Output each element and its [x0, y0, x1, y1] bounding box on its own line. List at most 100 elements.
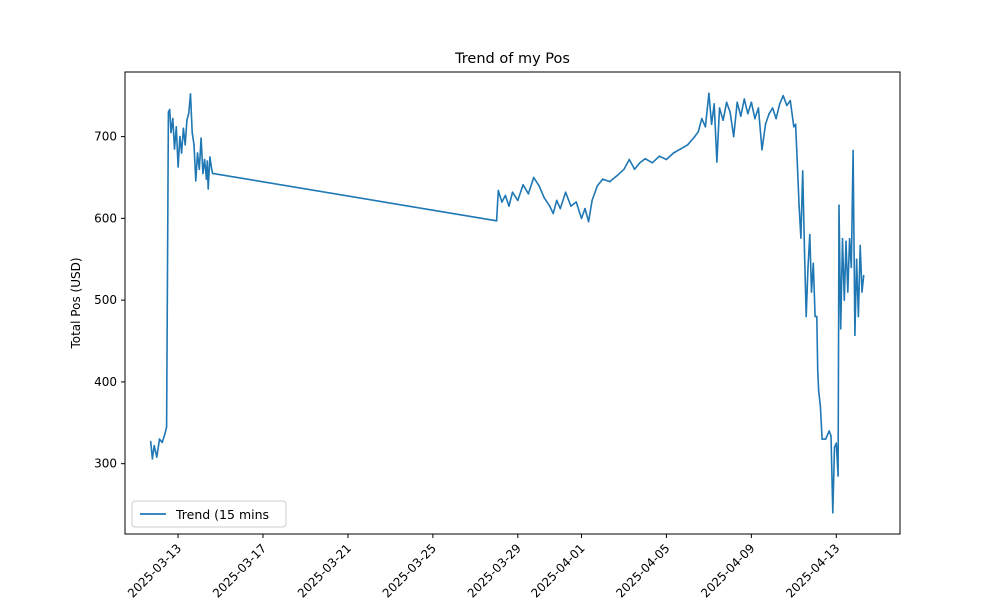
data-point: [149, 440, 152, 443]
data-point: [809, 233, 811, 236]
data-point: [156, 456, 158, 458]
data-point: [743, 98, 746, 100]
data-point: [830, 435, 832, 437]
data-point: [832, 511, 834, 514]
y-axis: 300 400 500 600 700: [94, 130, 125, 471]
data-point: [732, 135, 735, 138]
data-point: [173, 148, 176, 150]
data-point: [862, 274, 865, 277]
data-point: [570, 205, 572, 207]
data-point: [184, 144, 186, 146]
data-point: [854, 334, 856, 337]
data-point: [564, 191, 567, 193]
data-point: [195, 180, 197, 182]
data-point: [202, 172, 204, 175]
data-point: [584, 207, 586, 210]
plot-frame: [124, 71, 901, 535]
data-point: [628, 158, 631, 161]
data-point: [686, 144, 689, 146]
data-point: [543, 197, 546, 199]
data-point: [750, 101, 753, 104]
data-point: [591, 199, 593, 202]
data-point: [172, 117, 174, 120]
data-point: [838, 204, 840, 207]
data-point: [508, 205, 510, 207]
data-point: [718, 107, 721, 109]
data-point: [805, 315, 807, 318]
data-point: [775, 117, 777, 120]
data-point: [186, 119, 188, 121]
data-point: [189, 93, 192, 95]
data-point: [151, 458, 154, 460]
data-point: [793, 126, 795, 128]
data-point: [651, 162, 654, 164]
data-point: [761, 148, 763, 151]
data-point: [839, 328, 842, 330]
data-point: [609, 180, 611, 183]
data-point: [807, 266, 809, 269]
data-point: [206, 160, 209, 162]
data-point: [810, 291, 813, 293]
data-point: [814, 315, 816, 318]
data-point: [796, 164, 799, 166]
data-point: [517, 199, 519, 202]
data-point: [596, 184, 599, 187]
data-point: [782, 94, 784, 97]
y-axis-label: Total Pos (USD): [69, 257, 83, 349]
data-point: [548, 205, 551, 207]
data-point: [747, 112, 749, 115]
data-point: [601, 178, 604, 180]
data-point: [209, 156, 211, 158]
data-point: [193, 144, 195, 146]
data-point: [701, 117, 703, 120]
y-tick-label: 700: [94, 130, 117, 144]
legend-box: [131, 500, 287, 528]
data-point: [559, 207, 562, 210]
data-point: [187, 112, 190, 115]
data-point: [205, 178, 208, 180]
data-point: [812, 262, 815, 265]
data-point: [580, 217, 583, 220]
data-point: [182, 127, 185, 130]
data-point: [658, 155, 661, 157]
data-point: [697, 130, 700, 133]
data-point: [850, 266, 853, 269]
data-point: [819, 405, 822, 408]
data-point: [757, 107, 760, 109]
data-point: [861, 291, 863, 293]
data-point: [693, 135, 696, 138]
data-point: [211, 172, 214, 175]
data-point: [575, 201, 577, 203]
data-point: [504, 194, 507, 197]
data-point: [841, 238, 844, 240]
data-point: [665, 158, 668, 161]
data-point: [501, 201, 503, 203]
data-point: [180, 152, 183, 154]
data-point: [716, 161, 718, 163]
data-point: [798, 205, 800, 207]
data-point: [828, 430, 830, 432]
y-tick-label: 500: [94, 293, 117, 307]
data-point: [713, 103, 715, 105]
legend-label: Trend (15 mins: [175, 507, 269, 522]
data-point: [789, 99, 792, 102]
y-tick-label: 600: [94, 211, 117, 225]
data-point: [786, 104, 788, 107]
data-point: [824, 438, 827, 440]
data-point: [538, 184, 540, 187]
data-point: [616, 175, 618, 177]
data-point: [803, 250, 806, 252]
data-point: [843, 299, 846, 301]
data-point: [639, 162, 641, 164]
data-point: [672, 152, 675, 154]
data-point: [179, 135, 181, 138]
y-tick-label: 300: [94, 457, 117, 471]
data-point: [167, 111, 170, 113]
data-point: [623, 168, 625, 171]
data-point: [495, 220, 498, 222]
data-point: [821, 438, 823, 440]
data-point: [736, 101, 738, 104]
data-point: [794, 123, 797, 126]
data-point: [764, 123, 767, 126]
